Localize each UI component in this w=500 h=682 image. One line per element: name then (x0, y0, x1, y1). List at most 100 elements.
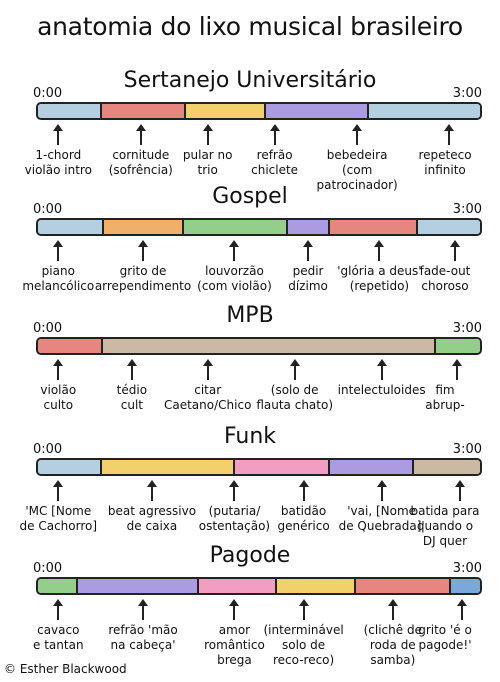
segment-label: cavaco e tantan (33, 623, 84, 652)
segment-label: pedir dízimo (288, 264, 328, 293)
segment-label: louvorzão (com violão) (197, 264, 272, 293)
end-time: 3:00 (452, 86, 482, 101)
arrow-up-icon (288, 359, 302, 380)
segment-label: (interminável solo de reco-reco) (263, 623, 344, 667)
timeline-bar (36, 577, 482, 595)
genre-title: Gospel (212, 184, 288, 209)
arrow-up-icon (301, 240, 315, 261)
timeline-segment (103, 339, 436, 353)
segment-label: fim abrup- (425, 383, 465, 412)
segment-label: amor romântico brega (204, 623, 265, 667)
segment-label: piano melancólico (22, 264, 95, 293)
segment-label: 'vai, [Nome de Quebrada]' (338, 504, 425, 533)
segment-label: batidão genérico (277, 504, 330, 533)
arrow-up-icon (442, 124, 456, 145)
arrow-up-icon (51, 240, 65, 261)
arrow-up-icon (375, 480, 389, 501)
arrow-up-icon (136, 240, 150, 261)
timeline-segment (265, 104, 370, 118)
arrow-up-icon (453, 480, 467, 501)
timeline-segment (77, 579, 200, 593)
copyright-footer: © Esther Blackwood (4, 662, 127, 676)
arrow-up-icon (145, 480, 159, 501)
arrow-up-icon (125, 359, 139, 380)
timeline-segment (186, 104, 266, 118)
timeline-segment (413, 460, 480, 474)
arrow-up-icon (297, 599, 311, 620)
timeline-segment (276, 579, 357, 593)
timeline-bar (36, 102, 482, 120)
end-time: 3:00 (452, 442, 482, 457)
segment-label: refrão chiclete (251, 148, 299, 177)
timeline-segment (38, 579, 78, 593)
arrow-up-icon (297, 480, 311, 501)
arrow-up-icon (227, 480, 241, 501)
start-time: 0:00 (33, 86, 63, 101)
arrow-up-icon (136, 599, 150, 620)
arrow-up-icon (372, 240, 386, 261)
timeline-segment (329, 460, 414, 474)
arrow-up-icon (201, 124, 215, 145)
end-time: 3:00 (452, 321, 482, 336)
segment-label: intelectuloides (337, 383, 426, 397)
start-time: 0:00 (33, 202, 63, 217)
arrow-up-icon (350, 124, 364, 145)
arrow-up-icon (227, 240, 241, 261)
arrow-up-icon (450, 359, 464, 380)
segment-label: (solo de flauta chato) (256, 383, 334, 412)
timeline-segment (234, 460, 330, 474)
timeline-segment (38, 220, 105, 234)
arrow-up-icon (51, 599, 65, 620)
timeline-segment (356, 579, 452, 593)
arrow-up-icon (51, 359, 65, 380)
timeline-segment (418, 220, 480, 234)
segment-label: citar Caetano/Chico (163, 383, 252, 412)
segment-label: grito de arrependimento (94, 264, 192, 293)
genre-title: Sertanejo Universitário (123, 68, 377, 93)
segment-label: bebedeira (com patrocinador) (316, 148, 398, 192)
arrow-up-icon (375, 359, 389, 380)
timeline-segment (451, 579, 480, 593)
genre-title: Funk (223, 424, 277, 449)
segment-label: 'MC [Nome de Cachorro] (19, 504, 98, 533)
arrow-up-icon (51, 480, 65, 501)
arrow-up-icon (386, 599, 400, 620)
segment-label: 1-chord violão intro (24, 148, 92, 177)
timeline-bar (36, 458, 482, 476)
end-time: 3:00 (452, 561, 482, 576)
start-time: 0:00 (33, 561, 63, 576)
timeline-segment (102, 104, 187, 118)
segment-label: grito 'é o pagode!' (418, 623, 472, 652)
timeline-segment (38, 460, 103, 474)
segment-label: pular no trio (182, 148, 233, 177)
arrow-up-icon (51, 124, 65, 145)
timeline-segment (183, 220, 288, 234)
genre-title: Pagode (209, 543, 291, 568)
arrow-up-icon (227, 599, 241, 620)
segment-label: beat agressivo de caixa (107, 504, 197, 533)
segment-label: fade-out choroso (419, 264, 471, 293)
segment-label: batida para quando o DJ quer (410, 504, 480, 548)
timeline-segment (199, 579, 277, 593)
arrow-up-icon (448, 240, 462, 261)
arrow-up-icon (201, 359, 215, 380)
segment-label: violão culto (40, 383, 77, 412)
timeline-segment (102, 460, 235, 474)
segment-label: (clichê de roda de samba) (363, 623, 422, 667)
timeline-segment (38, 339, 104, 353)
segment-label: cornitude (sofrência) (108, 148, 173, 177)
timeline-segment (104, 220, 184, 234)
start-time: 0:00 (33, 321, 63, 336)
timeline-segment (435, 339, 480, 353)
timeline-segment (369, 104, 480, 118)
timeline-segment (287, 220, 330, 234)
arrow-up-icon (268, 124, 282, 145)
segment-label: 'glória a deus' (repetido) (337, 264, 422, 293)
segment-label: repeteco infinito (418, 148, 472, 177)
timeline-segment (329, 220, 419, 234)
timeline-bar (36, 218, 482, 236)
segment-label: refrão 'mão na cabeça' (108, 623, 178, 652)
segment-label: (putaria/ostentação) (198, 504, 271, 533)
end-time: 3:00 (452, 202, 482, 217)
start-time: 0:00 (33, 442, 63, 457)
